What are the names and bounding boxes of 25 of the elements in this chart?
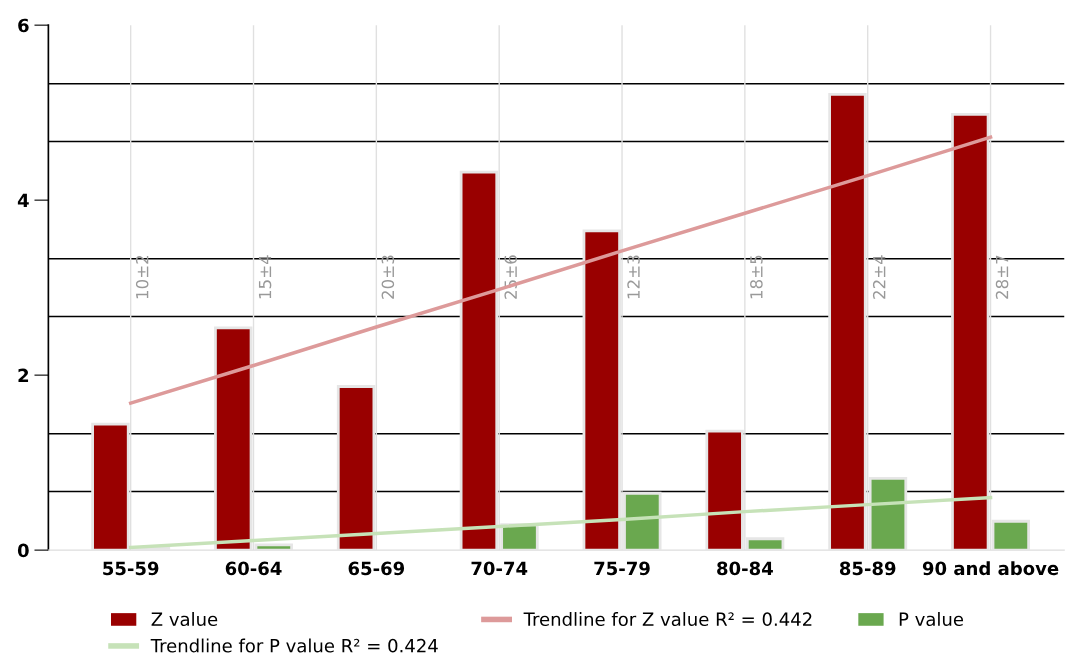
annotation: 10±2 bbox=[135, 255, 149, 299]
legend-label: Z value bbox=[151, 612, 218, 627]
annotation: 22±4 bbox=[872, 255, 886, 299]
annotation: 15±4 bbox=[258, 255, 272, 299]
x-tick-label: 85-89 bbox=[839, 561, 896, 576]
x-tick-label: 80-84 bbox=[717, 561, 773, 576]
x-tick-label: 90 and above bbox=[922, 561, 1059, 576]
x-tick-label: 65-69 bbox=[348, 561, 405, 576]
legend-label: Trendline for P value R² = 0.424 bbox=[150, 638, 438, 653]
y-tick-label: 4 bbox=[17, 193, 29, 207]
annotation: 20±3 bbox=[381, 255, 395, 299]
line-series bbox=[128, 135, 993, 405]
y-tick-label: 0 bbox=[17, 543, 29, 558]
legend-label: P value bbox=[899, 612, 964, 627]
annotation: 28±7 bbox=[995, 255, 1009, 299]
y-tick-label: 2 bbox=[18, 368, 29, 382]
y-tick-label: 6 bbox=[18, 18, 29, 33]
legend-label: Trendline for Z value R² = 0.442 bbox=[523, 612, 812, 627]
x-tick-label: 60-64 bbox=[225, 561, 282, 576]
x-tick-label: 75-79 bbox=[594, 561, 650, 576]
x-tick-label: 70-74 bbox=[471, 561, 528, 576]
annotation: 12±3 bbox=[627, 255, 640, 299]
annotation: 18±5 bbox=[750, 255, 763, 299]
x-tick-label: 55-59 bbox=[103, 561, 159, 576]
line-series bbox=[128, 495, 993, 550]
